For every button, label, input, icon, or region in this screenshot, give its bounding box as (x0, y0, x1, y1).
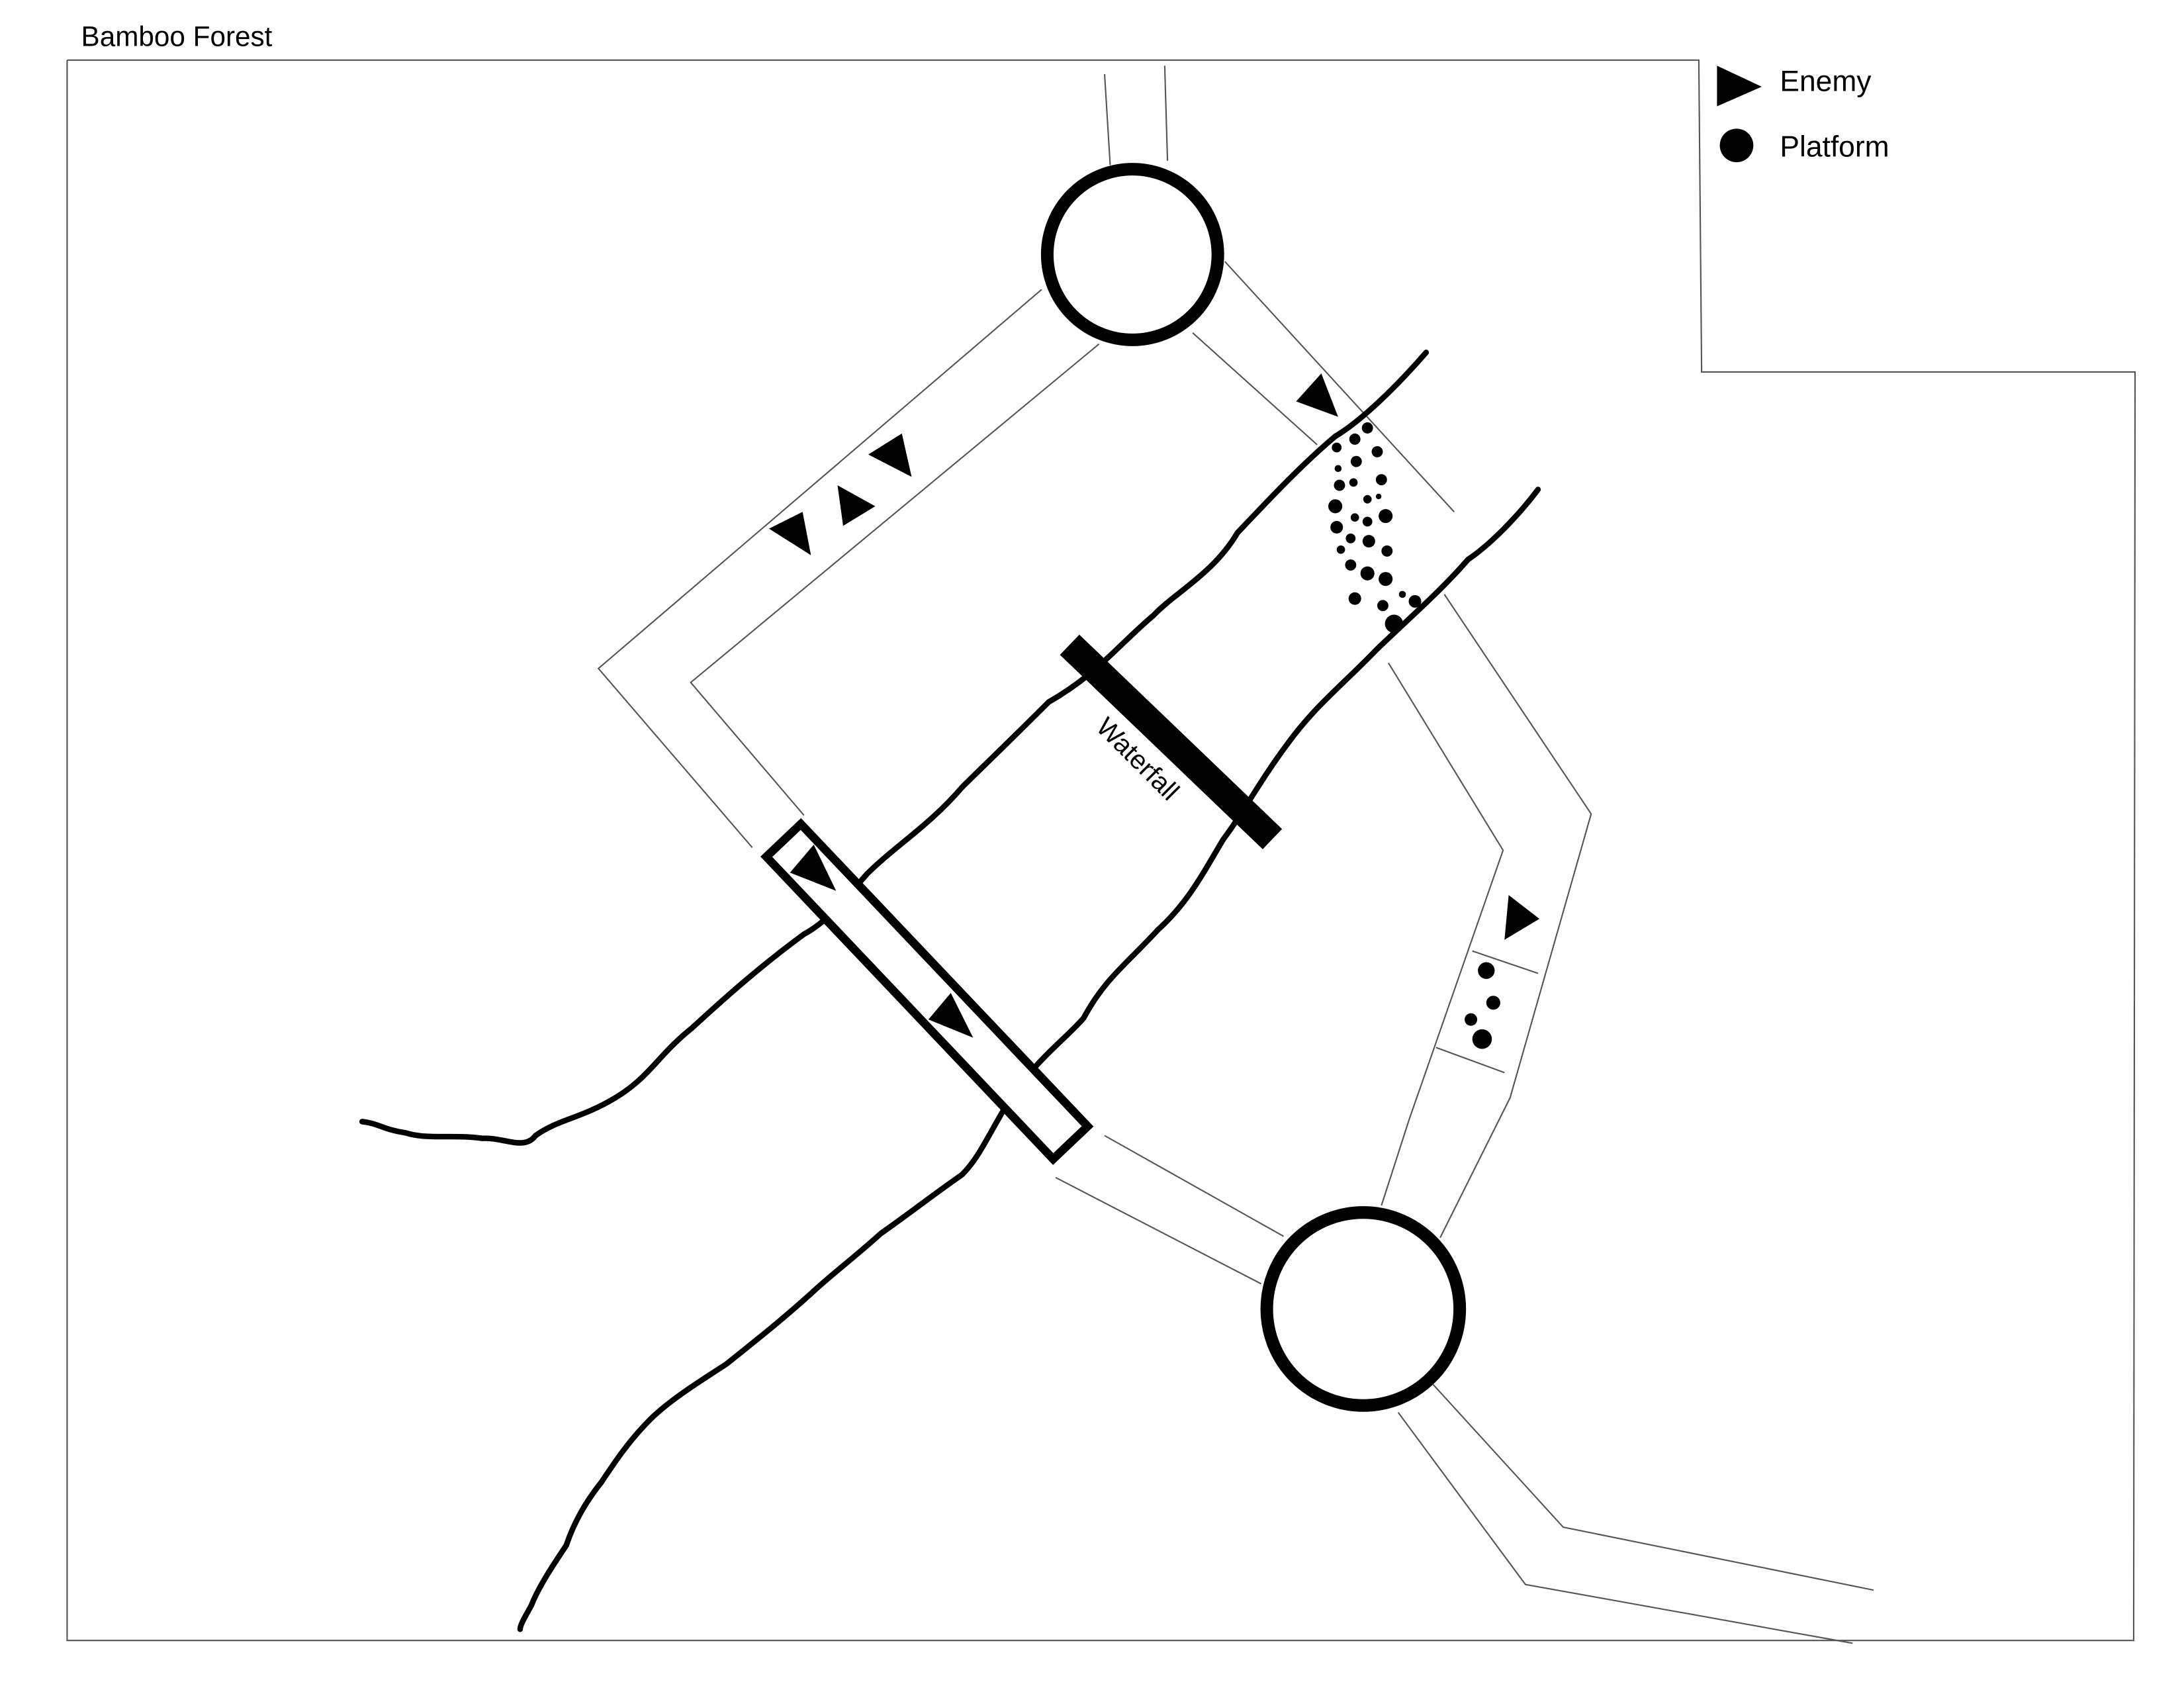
platform-dot (1472, 1029, 1492, 1049)
platform-dot (1398, 590, 1406, 598)
platform-dot (1478, 962, 1495, 979)
platform-dot (1350, 455, 1362, 467)
platform-dot (1360, 566, 1375, 581)
enemy-marker (928, 993, 974, 1038)
enemy-marker (768, 512, 811, 555)
platform-dot (1385, 614, 1404, 633)
legend-platform-label: Platform (1780, 131, 1889, 164)
map-boundary (66, 59, 2136, 1642)
platform-dot (1350, 513, 1359, 522)
platform-dot (1371, 445, 1383, 457)
platform-dot (1408, 594, 1422, 608)
enemy-marker (837, 485, 876, 526)
platform-dot (1336, 545, 1345, 554)
platform-dot (1328, 499, 1343, 514)
platform-dot (1375, 493, 1382, 500)
platform-dot (1379, 572, 1393, 586)
platform-dot (1375, 474, 1387, 486)
enemy-marker (1504, 895, 1540, 940)
waterfall (1060, 634, 1283, 849)
platform-ring-north (1040, 163, 1224, 346)
river (359, 350, 1541, 1632)
platforms (1328, 422, 1500, 1049)
platform-ring-south (1260, 1206, 1467, 1412)
platform-dot (1345, 559, 1357, 571)
bridge (760, 818, 1094, 1165)
platform-dot (1361, 422, 1373, 434)
platform-dot (1381, 545, 1393, 557)
enemy-marker (1296, 373, 1338, 417)
legend: Enemy Platform (1717, 65, 1889, 164)
platform-dot (1465, 1013, 1478, 1026)
platform-dot (1362, 535, 1375, 548)
platform-dot (1348, 592, 1361, 605)
platform-dot (1362, 516, 1373, 527)
platform-dot (1334, 479, 1345, 491)
platform-dot (1486, 996, 1500, 1010)
legend-enemy-icon (1717, 66, 1762, 107)
legend-enemy-label: Enemy (1780, 65, 1872, 97)
platform-dot (1334, 465, 1342, 473)
enemies (768, 373, 1540, 1038)
platform-dot (1377, 600, 1388, 612)
paths (597, 66, 1874, 1644)
legend-platform-icon (1719, 128, 1754, 163)
enemy-marker (790, 845, 837, 891)
platform-dot (1349, 433, 1361, 445)
platform-dot (1363, 494, 1372, 504)
enemy-marker (868, 433, 912, 477)
platform-dot (1330, 520, 1343, 534)
map-title: Bamboo Forest (81, 21, 273, 52)
platform-dot (1349, 478, 1358, 487)
platform-dot (1345, 533, 1356, 543)
platform-dot (1379, 509, 1393, 524)
platform-dot (1332, 442, 1342, 453)
